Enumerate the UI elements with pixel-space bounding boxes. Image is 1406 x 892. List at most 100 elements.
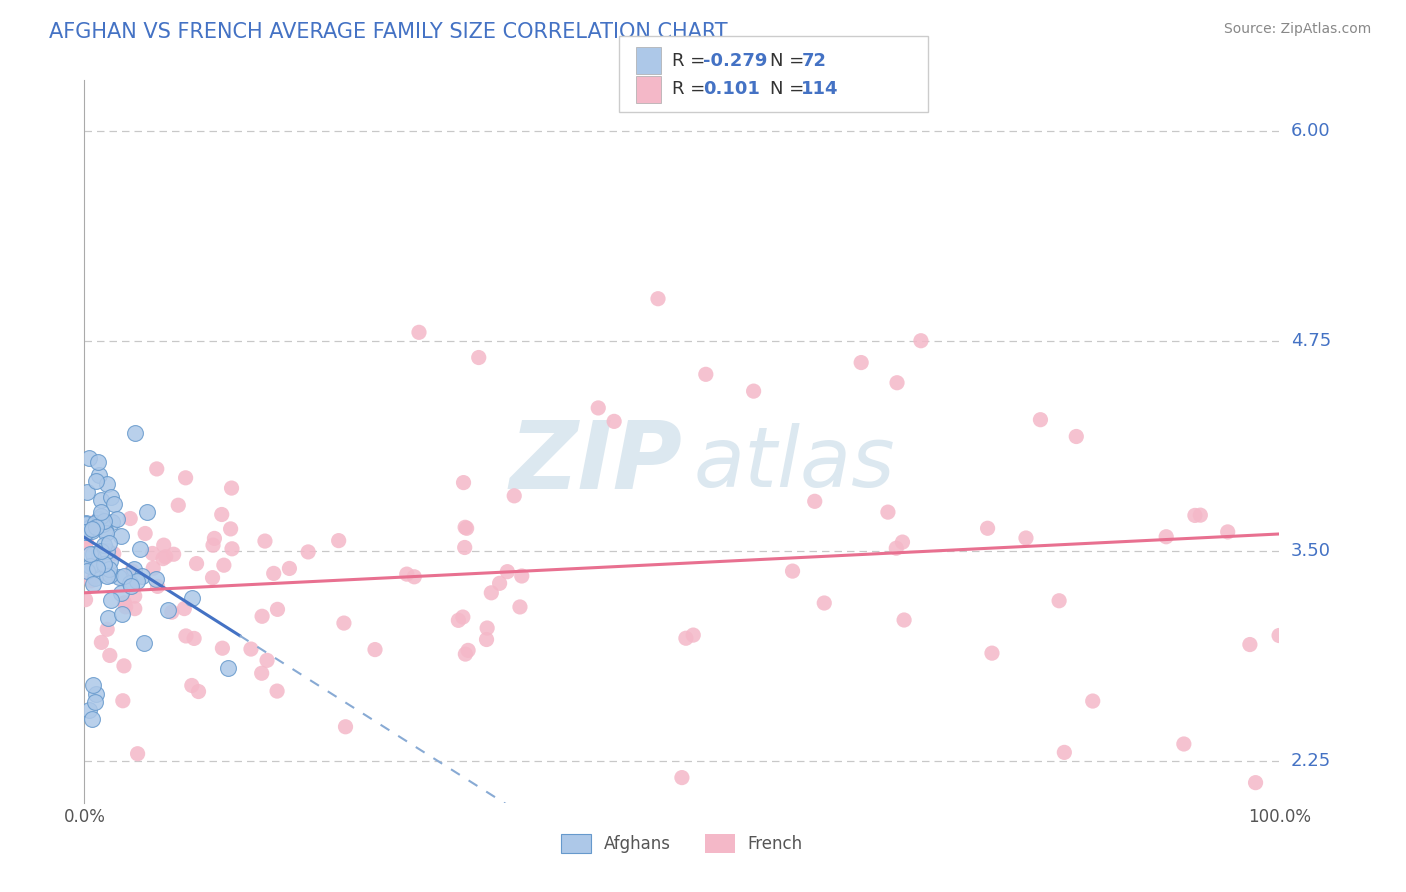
Point [93, 538, 115, 552]
Point [90, 493, 112, 508]
Point [132, 636, 156, 650]
Point [453, 475, 475, 490]
Point [91, 516, 114, 531]
Point [886, 376, 908, 390]
Point [278, 561, 301, 575]
Point [910, 334, 932, 348]
Point [96, 568, 118, 582]
Point [91, 544, 114, 558]
Point [87, 512, 110, 526]
Point [1029, 413, 1052, 427]
Text: 114: 114 [801, 80, 839, 98]
Point [75, 516, 97, 531]
Point [333, 616, 356, 631]
Point [250, 609, 273, 624]
Point [124, 589, 146, 603]
Point [447, 613, 470, 627]
Point [976, 521, 998, 535]
Point [181, 591, 204, 605]
Point [98, 553, 121, 567]
Point [1015, 531, 1038, 545]
Point [82, 678, 104, 692]
Point [454, 520, 477, 534]
Point [675, 632, 697, 646]
Point [75, 592, 97, 607]
Point [893, 613, 915, 627]
Point [111, 694, 134, 708]
Point [1053, 745, 1076, 759]
Point [891, 535, 914, 549]
Point [404, 570, 426, 584]
Point [186, 557, 208, 571]
Point [79, 520, 101, 534]
Point [851, 355, 873, 369]
Point [253, 534, 276, 549]
Point [1268, 628, 1291, 642]
Point [457, 643, 479, 657]
Point [87, 455, 110, 469]
Point [77, 451, 100, 466]
Point [803, 494, 825, 508]
Point [152, 551, 174, 566]
Point [408, 326, 430, 340]
Point [84, 474, 107, 488]
Point [146, 579, 169, 593]
Point [96, 622, 118, 636]
Point [100, 491, 122, 505]
Point [454, 541, 477, 555]
Point [114, 596, 136, 610]
Point [120, 579, 142, 593]
Point [84, 571, 107, 585]
Point [142, 561, 165, 575]
Text: 0.101: 0.101 [703, 80, 759, 98]
Text: 72: 72 [801, 52, 827, 70]
Point [93, 558, 115, 572]
Text: ZIP: ZIP [509, 417, 682, 509]
Point [1184, 508, 1206, 523]
Point [173, 601, 195, 615]
Point [211, 508, 233, 522]
Point [510, 569, 533, 583]
Point [98, 535, 121, 549]
Point [180, 678, 202, 692]
Point [110, 529, 132, 543]
Point [1239, 638, 1261, 652]
Point [250, 666, 273, 681]
Point [121, 564, 143, 578]
Point [1216, 524, 1239, 539]
Point [76, 485, 98, 500]
Point [108, 570, 131, 584]
Point [263, 566, 285, 581]
Point [120, 576, 142, 591]
Point [128, 541, 150, 556]
Point [100, 592, 122, 607]
Text: N =: N = [770, 80, 810, 98]
Point [157, 602, 180, 616]
Point [468, 351, 491, 365]
Point [75, 525, 97, 540]
Point [145, 573, 167, 587]
Point [239, 642, 262, 657]
Point [80, 522, 103, 536]
Point [76, 564, 98, 578]
Legend: Afghans, French: Afghans, French [554, 827, 810, 860]
Point [86, 561, 108, 575]
Point [671, 771, 693, 785]
Point [75, 538, 97, 552]
Point [1189, 508, 1212, 523]
Point [479, 586, 502, 600]
Point [134, 526, 156, 541]
Point [89, 468, 111, 483]
Point [647, 292, 669, 306]
Text: R =: R = [672, 80, 711, 98]
Point [90, 505, 112, 519]
Point [82, 547, 104, 561]
Point [163, 547, 186, 561]
Point [742, 384, 765, 398]
Text: Source: ZipAtlas.com: Source: ZipAtlas.com [1223, 22, 1371, 37]
Point [79, 547, 101, 561]
Point [395, 567, 418, 582]
Point [82, 558, 104, 572]
Point [877, 505, 900, 519]
Point [120, 511, 142, 525]
